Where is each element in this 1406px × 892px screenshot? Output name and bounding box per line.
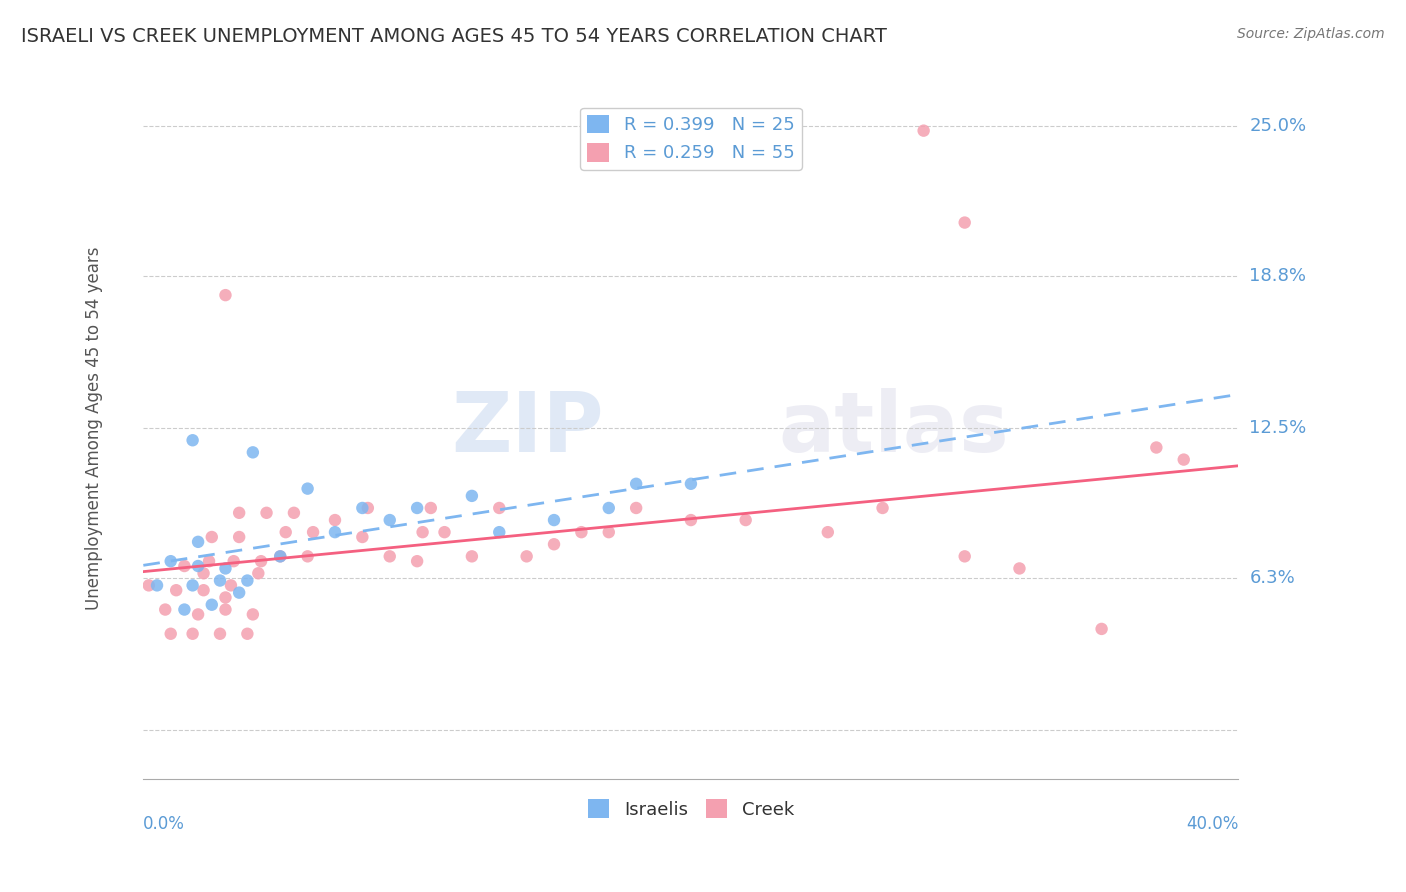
- Point: [228, 530, 250, 544]
- Point: [598, 525, 620, 540]
- Point: [323, 513, 346, 527]
- Point: [222, 554, 245, 568]
- Point: [1144, 441, 1167, 455]
- Point: [155, 602, 177, 616]
- Point: [193, 583, 215, 598]
- Point: [173, 559, 195, 574]
- Point: [598, 500, 620, 515]
- Point: [817, 525, 839, 540]
- Point: [352, 500, 374, 515]
- Point: [571, 525, 593, 540]
- Point: [187, 559, 209, 574]
- Point: [406, 500, 429, 515]
- Text: 40.0%: 40.0%: [1187, 815, 1239, 833]
- Point: [159, 626, 181, 640]
- Point: [302, 525, 325, 540]
- Point: [274, 525, 297, 540]
- Point: [214, 591, 236, 605]
- Point: [201, 598, 224, 612]
- Text: Unemployment Among Ages 45 to 54 years: Unemployment Among Ages 45 to 54 years: [84, 246, 103, 610]
- Point: [461, 549, 484, 564]
- Point: [378, 513, 401, 527]
- Point: [1090, 622, 1112, 636]
- Point: [173, 602, 195, 616]
- Point: [953, 549, 976, 564]
- Point: [198, 554, 221, 568]
- Point: [378, 549, 401, 564]
- Point: [187, 607, 209, 622]
- Point: [201, 530, 224, 544]
- Point: [228, 585, 250, 599]
- Point: [624, 500, 647, 515]
- Point: [679, 476, 702, 491]
- Point: [297, 482, 319, 496]
- Text: 12.5%: 12.5%: [1250, 419, 1306, 437]
- Text: atlas: atlas: [779, 388, 1010, 468]
- Point: [236, 626, 259, 640]
- Point: [214, 561, 236, 575]
- Point: [488, 500, 510, 515]
- Point: [214, 288, 236, 302]
- Point: [461, 489, 484, 503]
- Point: [679, 513, 702, 527]
- Point: [1008, 561, 1031, 575]
- Point: [419, 500, 441, 515]
- Point: [208, 574, 231, 588]
- Point: [357, 500, 380, 515]
- Point: [181, 434, 204, 448]
- Point: [193, 566, 215, 581]
- Point: [219, 578, 242, 592]
- Text: 6.3%: 6.3%: [1250, 569, 1295, 587]
- Point: [283, 506, 305, 520]
- Point: [208, 626, 231, 640]
- Point: [412, 525, 434, 540]
- Point: [323, 525, 346, 540]
- Point: [624, 476, 647, 491]
- Point: [159, 554, 181, 568]
- Point: [187, 534, 209, 549]
- Point: [242, 607, 264, 622]
- Point: [250, 554, 273, 568]
- Point: [236, 574, 259, 588]
- Point: [269, 549, 291, 564]
- Point: [433, 525, 456, 540]
- Point: [181, 626, 204, 640]
- Point: [146, 578, 169, 592]
- Legend: Israelis, Creek: Israelis, Creek: [581, 792, 801, 826]
- Point: [1173, 452, 1195, 467]
- Point: [138, 578, 160, 592]
- Point: [543, 513, 565, 527]
- Text: 25.0%: 25.0%: [1250, 117, 1306, 135]
- Point: [165, 583, 187, 598]
- Point: [352, 530, 374, 544]
- Point: [297, 549, 319, 564]
- Text: 18.8%: 18.8%: [1250, 267, 1306, 285]
- Text: 0.0%: 0.0%: [143, 815, 186, 833]
- Point: [228, 506, 250, 520]
- Text: ISRAELI VS CREEK UNEMPLOYMENT AMONG AGES 45 TO 54 YEARS CORRELATION CHART: ISRAELI VS CREEK UNEMPLOYMENT AMONG AGES…: [21, 27, 887, 45]
- Point: [872, 500, 894, 515]
- Point: [953, 216, 976, 230]
- Point: [214, 602, 236, 616]
- Point: [242, 445, 264, 459]
- Point: [543, 537, 565, 551]
- Point: [247, 566, 270, 581]
- Point: [734, 513, 756, 527]
- Point: [912, 123, 935, 137]
- Point: [516, 549, 538, 564]
- Point: [256, 506, 278, 520]
- Point: [488, 525, 510, 540]
- Text: Source: ZipAtlas.com: Source: ZipAtlas.com: [1237, 27, 1385, 41]
- Point: [269, 549, 291, 564]
- Point: [406, 554, 429, 568]
- Point: [181, 578, 204, 592]
- Text: ZIP: ZIP: [451, 388, 603, 468]
